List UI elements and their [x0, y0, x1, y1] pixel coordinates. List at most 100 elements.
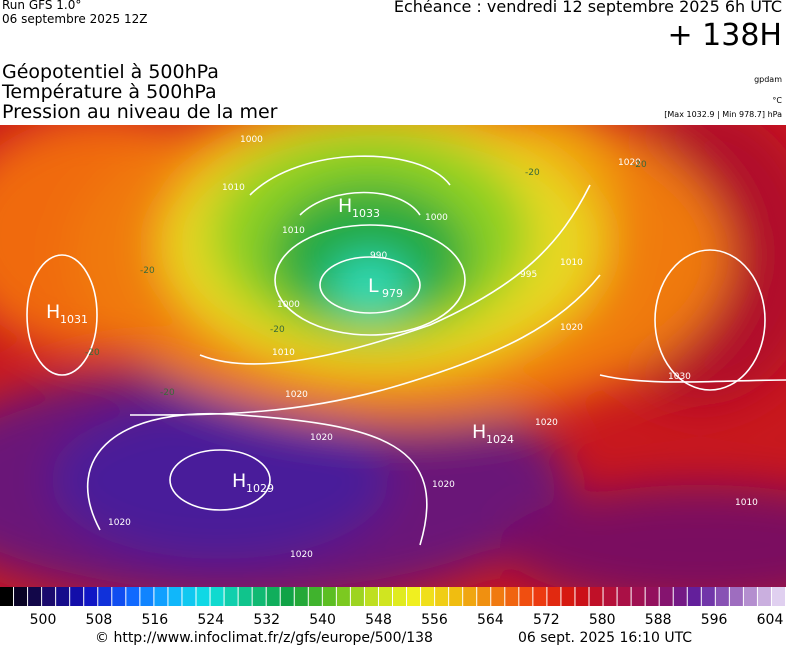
- colorbar-swatch: [729, 587, 743, 606]
- colorbar-swatch: [84, 587, 98, 606]
- center-letter: L: [368, 275, 379, 297]
- colorbar-swatch: [771, 587, 785, 606]
- colorbar-swatch: [308, 587, 322, 606]
- colorbar-swatch: [421, 587, 435, 606]
- isobar-label: 1010: [282, 226, 305, 236]
- colorbar-tick-label: 540: [309, 612, 336, 628]
- source-url: © http://www.infoclimat.fr/z/gfs/europe/…: [95, 630, 433, 646]
- temperature-label: -20: [140, 266, 155, 276]
- colorbar: 500 508 516 524 532 540 548 556 564 572 580 588 596 6…: [0, 587, 785, 628]
- colorbar-swatch: [56, 587, 70, 606]
- colorbar-tick-label: 572: [533, 612, 560, 628]
- colorbar-swatch: [182, 587, 196, 606]
- colorbar-swatch: [280, 587, 294, 606]
- isobar-label: 1010: [222, 183, 245, 193]
- colorbar-swatch: [126, 587, 140, 606]
- colorbar-swatch: [659, 587, 673, 606]
- temperature-label: -20: [525, 168, 540, 178]
- colorbar-tick-label: 524: [197, 612, 224, 628]
- field: Pression au niveau de la mer: [2, 101, 278, 123]
- colorbar-swatch: [477, 587, 491, 606]
- isobar-label: 1020: [108, 518, 131, 528]
- colorbar-swatch: [617, 587, 631, 606]
- colorbar-swatch: [407, 587, 421, 606]
- colorbar-swatch: [196, 587, 210, 606]
- colorbar-swatch: [589, 587, 603, 606]
- forecast: Echéance : vendredi 12 septembre 2025 6h…: [393, 0, 782, 16]
- colorbar-tick-label: 596: [701, 612, 728, 628]
- colorbar-tick-label: 588: [645, 612, 672, 628]
- colorbar-swatch: [519, 587, 533, 606]
- colorbar-swatch: [603, 587, 617, 606]
- isobar-label: 1020: [432, 480, 455, 490]
- isobar-label: 1010: [735, 498, 758, 508]
- colorbar-swatch: [350, 587, 364, 606]
- center-letter: H: [232, 470, 246, 492]
- colorbar-swatch: [645, 587, 659, 606]
- isobar-label: 1020: [285, 390, 308, 400]
- unit: [Max 1032.9 | Min 978.7] hPa: [664, 110, 782, 119]
- colorbar-swatch: [393, 587, 407, 606]
- run-date: 06 septembre 2025 12Z: [2, 12, 148, 26]
- colorbar-swatch: [757, 587, 771, 606]
- colorbar-tick-label: 564: [477, 612, 504, 628]
- colorbar-swatch: [224, 587, 238, 606]
- lead-time: + 138H: [667, 18, 783, 53]
- colorbar-swatch: [533, 587, 547, 606]
- center-letter: H: [472, 421, 486, 443]
- colorbar-tick-label: 580: [589, 612, 616, 628]
- center-value: 1031: [60, 313, 88, 326]
- temperature-label: -20: [632, 160, 647, 170]
- colorbar-swatch: [14, 587, 28, 606]
- temperature-label: -20: [85, 348, 100, 358]
- colorbar-swatch: [687, 587, 701, 606]
- colorbar-swatch: [631, 587, 645, 606]
- colorbar-swatch: [449, 587, 463, 606]
- colorbar-tick-label: 516: [141, 612, 168, 628]
- center-value: 1029: [246, 482, 274, 495]
- colorbar-swatch: [140, 587, 154, 606]
- colorbar-swatch: [252, 587, 266, 606]
- colorbar-swatch: [463, 587, 477, 606]
- colorbar-tick-label: 548: [365, 612, 392, 628]
- colorbar-swatch: [505, 587, 519, 606]
- temperature-label: -20: [160, 388, 175, 398]
- colorbar-swatch: [28, 587, 42, 606]
- colorbar-tick-label: 532: [253, 612, 280, 628]
- timestamp: 06 sept. 2025 16:10 UTC: [518, 630, 693, 646]
- center-value: 979: [382, 287, 403, 300]
- center-value: 1033: [352, 207, 380, 220]
- isobar-label: 1020: [535, 418, 558, 428]
- field: Géopotentiel à 500hPa: [2, 61, 219, 83]
- colorbar-tick-label: 604: [757, 612, 784, 628]
- colorbar-swatch: [238, 587, 252, 606]
- colorbar-swatch: [0, 587, 14, 606]
- colorbar-swatch: [575, 587, 589, 606]
- unit: °C: [772, 96, 782, 105]
- isobar-label: 1000: [425, 213, 448, 223]
- isobar-label: 1020: [618, 158, 641, 168]
- colorbar-swatch: [266, 587, 280, 606]
- colorbar-swatch: [112, 587, 126, 606]
- isobar-label: 1020: [290, 550, 313, 560]
- colorbar-swatch: [743, 587, 757, 606]
- colorbar-swatch: [701, 587, 715, 606]
- center-letter: H: [46, 301, 60, 323]
- isobar-label: 1000: [277, 300, 300, 310]
- isobar-label: 1000: [240, 135, 263, 145]
- colorbar-swatch: [168, 587, 182, 606]
- colorbar-swatch: [154, 587, 168, 606]
- colorbar-swatch: [210, 587, 224, 606]
- colorbar-swatch: [491, 587, 505, 606]
- colorbar-swatch: [561, 587, 575, 606]
- colorbar-swatch: [673, 587, 687, 606]
- isobar-label: 1020: [560, 323, 583, 333]
- colorbar-swatch: [70, 587, 84, 606]
- run: Run GFS 1.0°: [2, 0, 82, 12]
- field: Température à 500hPa: [2, 81, 217, 103]
- isobar-label: 1010: [560, 258, 583, 268]
- isobar-label: 1020: [310, 433, 333, 443]
- colorbar-swatch: [336, 587, 350, 606]
